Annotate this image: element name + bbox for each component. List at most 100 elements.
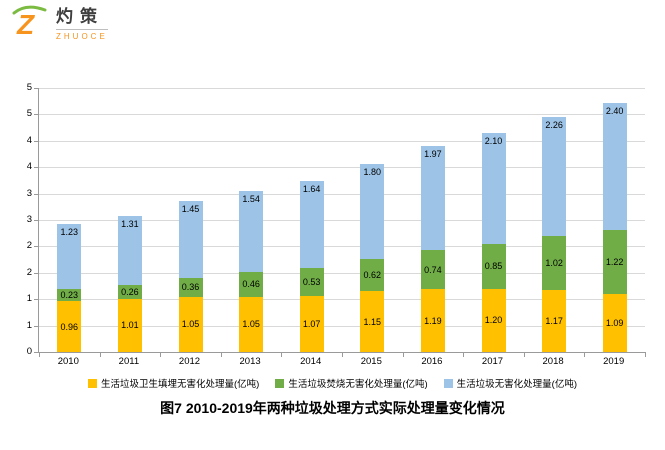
- x-axis-label: 2014: [300, 356, 322, 367]
- x-tick: [402, 352, 404, 357]
- y-tick: [34, 114, 39, 116]
- gridline: [39, 325, 645, 327]
- bar-value-label: 1.17: [545, 316, 563, 327]
- bar-segment: 1.20: [481, 288, 506, 352]
- y-axis: 0 1 1 2 2 3 3 4 4 5 5: [0, 82, 34, 357]
- bar-value-label: 1.02: [545, 258, 563, 269]
- x-axis-label: 2017: [481, 356, 504, 367]
- y-axis-label: 5: [26, 108, 32, 120]
- bar-value-label: 1.31: [121, 218, 139, 229]
- bar-segment: 0.46: [239, 272, 264, 297]
- bar-segment: 1.45: [178, 201, 203, 278]
- bar-value-label: 0.26: [121, 286, 139, 297]
- bar-value-label: 0.74: [424, 264, 442, 275]
- x-tick: [523, 352, 525, 357]
- legend-item: 生活垃圾无害化处理量(亿吨): [443, 376, 577, 390]
- bar-value-label: 1.01: [121, 320, 139, 331]
- bar-segment: 1.07: [299, 295, 324, 352]
- bar-segment: 2.10: [481, 132, 506, 244]
- y-tick: [34, 352, 39, 353]
- y-axis-label: 1: [26, 319, 32, 331]
- legend: 生活垃圾卫生填埋无害化处理量(亿吨) 生活垃圾焚烧无害化处理量(亿吨) 生活垃圾无害…: [0, 376, 665, 390]
- legend-marker: [88, 378, 97, 388]
- bar-segment: 0.96: [57, 301, 82, 352]
- bar-segment: 1.80: [360, 163, 385, 259]
- bar-segment: 0.26: [117, 284, 142, 299]
- bar-segment: 1.05: [178, 296, 203, 352]
- bar-segment: 0.85: [481, 243, 506, 289]
- legend-item: 生活垃圾焚烧无害化处理量(亿吨): [275, 376, 428, 390]
- gridline: [39, 140, 645, 142]
- x-tick: [160, 352, 162, 357]
- bar-segment: 0.36: [178, 277, 203, 297]
- bar-segment: 1.22: [602, 230, 627, 295]
- x-axis-label: 2012: [178, 356, 201, 367]
- y-tick: [34, 220, 39, 221]
- bar-value-label: 0.46: [242, 279, 260, 290]
- bar-segment: 0.62: [360, 258, 385, 292]
- x-tick: [342, 352, 343, 357]
- bar-value-label: 2.10: [484, 135, 503, 146]
- gridline: [39, 167, 645, 169]
- bar-value-label: 1.19: [424, 315, 442, 326]
- bar-value-label: 1.45: [181, 204, 200, 215]
- y-tick: [34, 299, 39, 301]
- x-axis: 2010 2011 2012 2013 2014 2015 2016 2017 2018 2019: [38, 356, 644, 370]
- y-tick: [34, 272, 39, 274]
- logo-text: 灼策 ZHUOCE: [56, 7, 108, 41]
- gridline: [39, 88, 645, 89]
- bar-value-label: 0.62: [363, 269, 382, 280]
- y-axis-label: 4: [26, 161, 32, 173]
- plot-area: 0.96 0.23 1.23 1.01 0.26 1.31 1.05 0.36 1.45 1.05…: [34, 88, 646, 357]
- legend-label: 生活垃圾无害化处理量(亿吨): [456, 379, 577, 390]
- y-tick: [34, 167, 39, 169]
- bar-value-label: 2.26: [545, 120, 563, 131]
- y-axis-label: 4: [26, 134, 32, 146]
- y-tick: [34, 246, 39, 248]
- bar-value-label: 1.80: [363, 166, 382, 177]
- x-tick: [99, 352, 101, 357]
- bar-value-label: 2.40: [605, 106, 624, 117]
- y-tick: [34, 325, 39, 327]
- x-tick: [39, 352, 40, 357]
- x-tick: [463, 352, 465, 357]
- x-tick: [645, 352, 646, 357]
- bar-segment: 0.53: [299, 267, 324, 296]
- y-axis-label: 0: [26, 346, 32, 357]
- bar-value-label: 1.07: [302, 318, 321, 329]
- x-axis-label: 2019: [603, 356, 625, 367]
- bar-value-label: 1.23: [60, 227, 79, 238]
- bar-segment: 1.97: [420, 146, 445, 251]
- legend-marker: [275, 378, 285, 388]
- bar-value-label: 1.54: [242, 193, 260, 204]
- bar-value-label: 1.15: [363, 316, 382, 327]
- svg-text:Z: Z: [16, 9, 35, 40]
- bar-value-label: 0.36: [181, 282, 200, 293]
- bar-segment: 1.17: [542, 290, 567, 352]
- bar-segment: 1.02: [542, 236, 567, 291]
- legend-item: 生活垃圾卫生填埋无害化处理量(亿吨): [88, 376, 259, 390]
- bar-value-label: 0.53: [302, 276, 321, 287]
- bar-segment: 1.19: [420, 289, 445, 352]
- y-axis-label: 3: [26, 214, 32, 225]
- bar-segment: 0.23: [57, 289, 82, 302]
- bar-segment: 1.23: [57, 224, 82, 290]
- logo-brand: 灼策: [56, 7, 108, 30]
- logo-subtitle: ZHUOCE: [56, 31, 108, 41]
- logo-icon: Z: [10, 4, 50, 45]
- bar-value-label: 1.64: [302, 183, 321, 194]
- x-axis-label: 2015: [360, 356, 382, 367]
- bar-value-label: 1.09: [605, 318, 624, 329]
- logo: Z 灼策 ZHUOCE: [10, 4, 108, 45]
- y-axis-label: 5: [26, 82, 32, 93]
- bar-segment: 0.74: [420, 250, 445, 290]
- gridline: [39, 193, 645, 195]
- y-axis-label: 1: [26, 293, 32, 305]
- bar-value-label: 1.05: [181, 319, 200, 330]
- bar-value-label: 1.97: [424, 149, 442, 160]
- gridline: [39, 272, 645, 274]
- x-tick: [281, 352, 283, 357]
- bar-value-label: 1.05: [242, 319, 260, 330]
- bar-segment: 1.31: [117, 215, 142, 285]
- x-tick: [584, 352, 586, 357]
